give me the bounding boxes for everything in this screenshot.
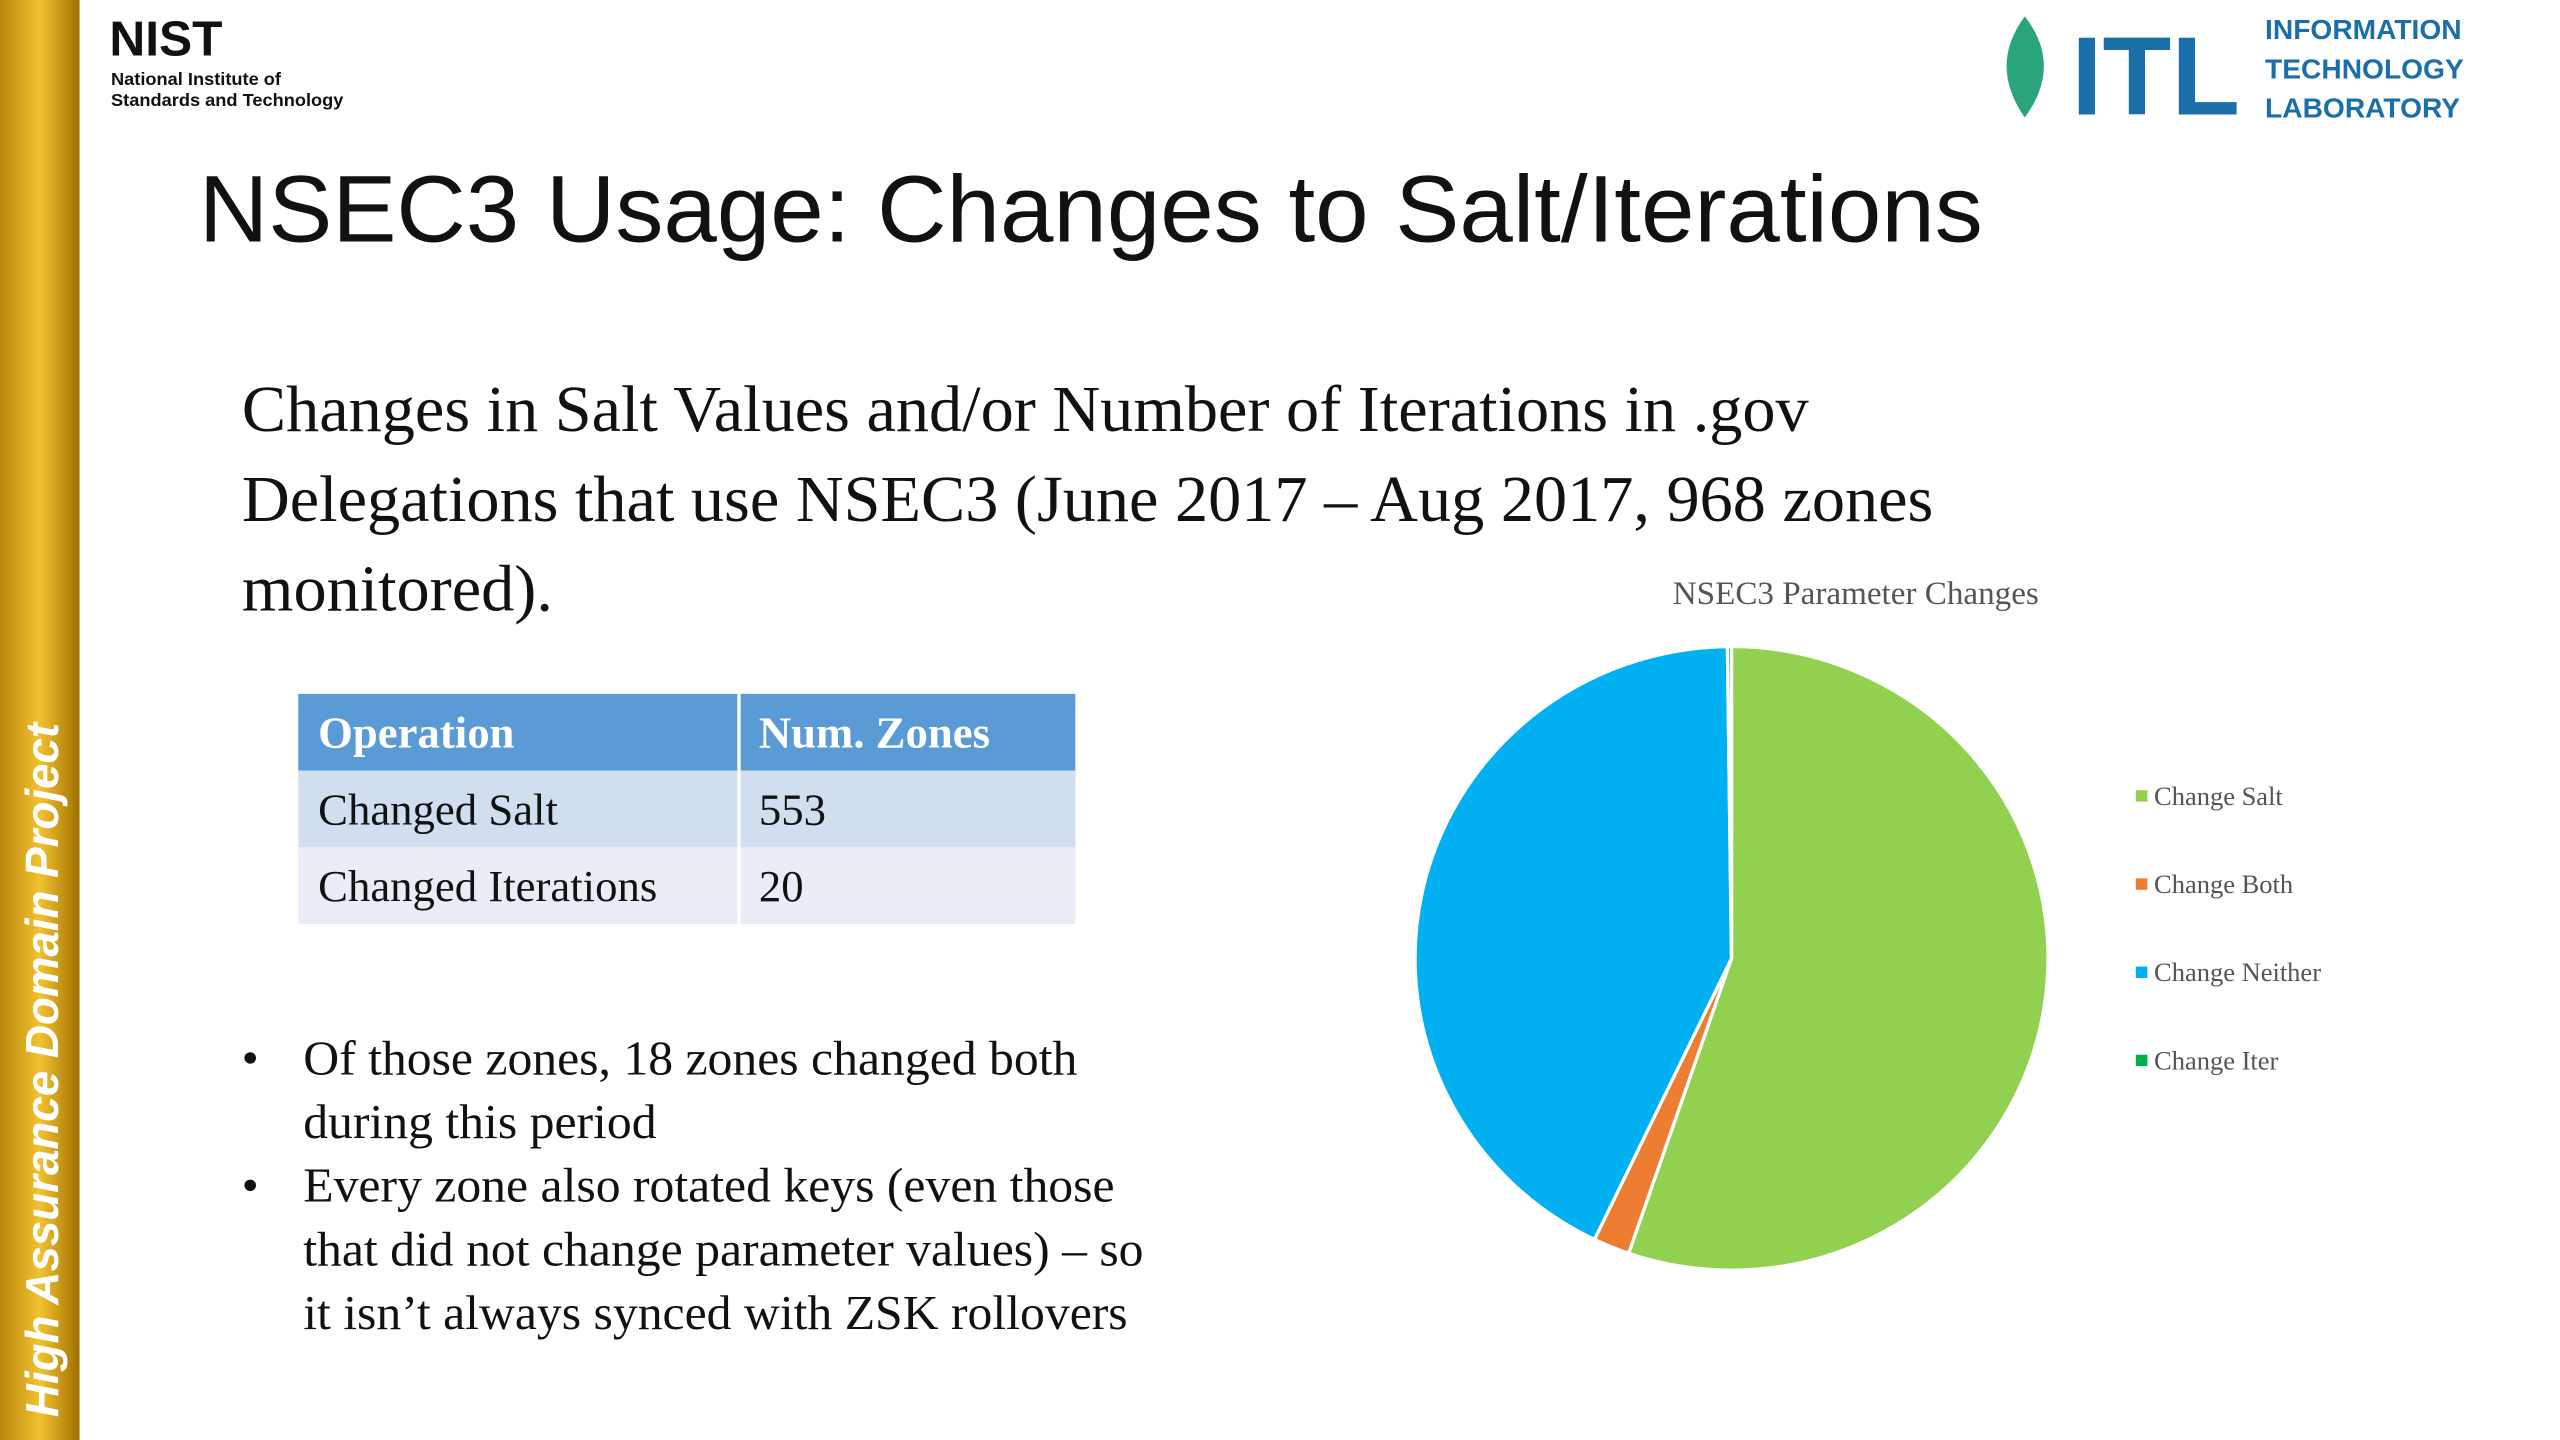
- itl-line: LABORATORY: [2265, 93, 2460, 124]
- nist-line: National Institute of: [111, 69, 282, 89]
- subtitle-line: Delegations that use NSEC3 (June 2017 – …: [242, 463, 1933, 535]
- legend-label: Change Both: [2154, 870, 2293, 899]
- table-header: Operation: [318, 708, 515, 758]
- bullet-dot: [244, 1179, 256, 1192]
- legend-swatch: [2135, 790, 2148, 802]
- bullet-dot: [244, 1052, 256, 1064]
- bullet-text: Every zone also rotated keys (even those: [303, 1158, 1114, 1213]
- nist-line: Standards and Technology: [111, 90, 343, 110]
- itl-icon: [2006, 16, 2044, 118]
- table-header: Num. Zones: [759, 708, 990, 758]
- bullet-text: during this period: [303, 1094, 657, 1149]
- table-row-bg: [298, 847, 1076, 925]
- side-bar: [0, 0, 80, 1440]
- legend-label: Change Iter: [2154, 1047, 2279, 1076]
- table-cell: 20: [759, 862, 804, 912]
- legend-swatch: [2135, 878, 2148, 890]
- legend-label: Change Neither: [2154, 958, 2321, 987]
- table-header-bg: [298, 693, 1076, 771]
- itl-line: TECHNOLOGY: [2265, 54, 2464, 85]
- legend-label: Change Salt: [2154, 782, 2283, 811]
- slide-title: NSEC3 Usage: Changes to Salt/Iterations: [199, 157, 1983, 262]
- subtitle-line: Changes in Salt Values and/or Number of …: [242, 373, 1809, 445]
- legend-swatch: [2135, 966, 2148, 978]
- table-cell: Changed Salt: [318, 785, 558, 835]
- itl-logo: ITL: [2071, 14, 2240, 138]
- itl-line: INFORMATION: [2265, 14, 2462, 45]
- pie-slice: [1413, 644, 1734, 1242]
- nist-logo: NIST: [109, 12, 222, 67]
- chart-title: NSEC3 Parameter Changes: [1673, 576, 2039, 612]
- pie-slice: [1725, 644, 1734, 959]
- bullet-text: Of those zones, 18 zones changed both: [303, 1031, 1077, 1086]
- bullet-text: that did not change parameter values) – …: [303, 1222, 1143, 1277]
- subtitle-line: monitored).: [242, 553, 553, 625]
- side-label: High Assurance Domain Project: [16, 721, 68, 1417]
- legend-swatch: [2135, 1054, 2148, 1067]
- pie-slice: [1626, 644, 2050, 1272]
- table-cell: 553: [759, 785, 826, 835]
- table-cell: Changed Iterations: [318, 862, 657, 912]
- table-row-bg: [298, 770, 1076, 848]
- bullet-text: it isn’t always synced with ZSK rollover…: [303, 1285, 1127, 1340]
